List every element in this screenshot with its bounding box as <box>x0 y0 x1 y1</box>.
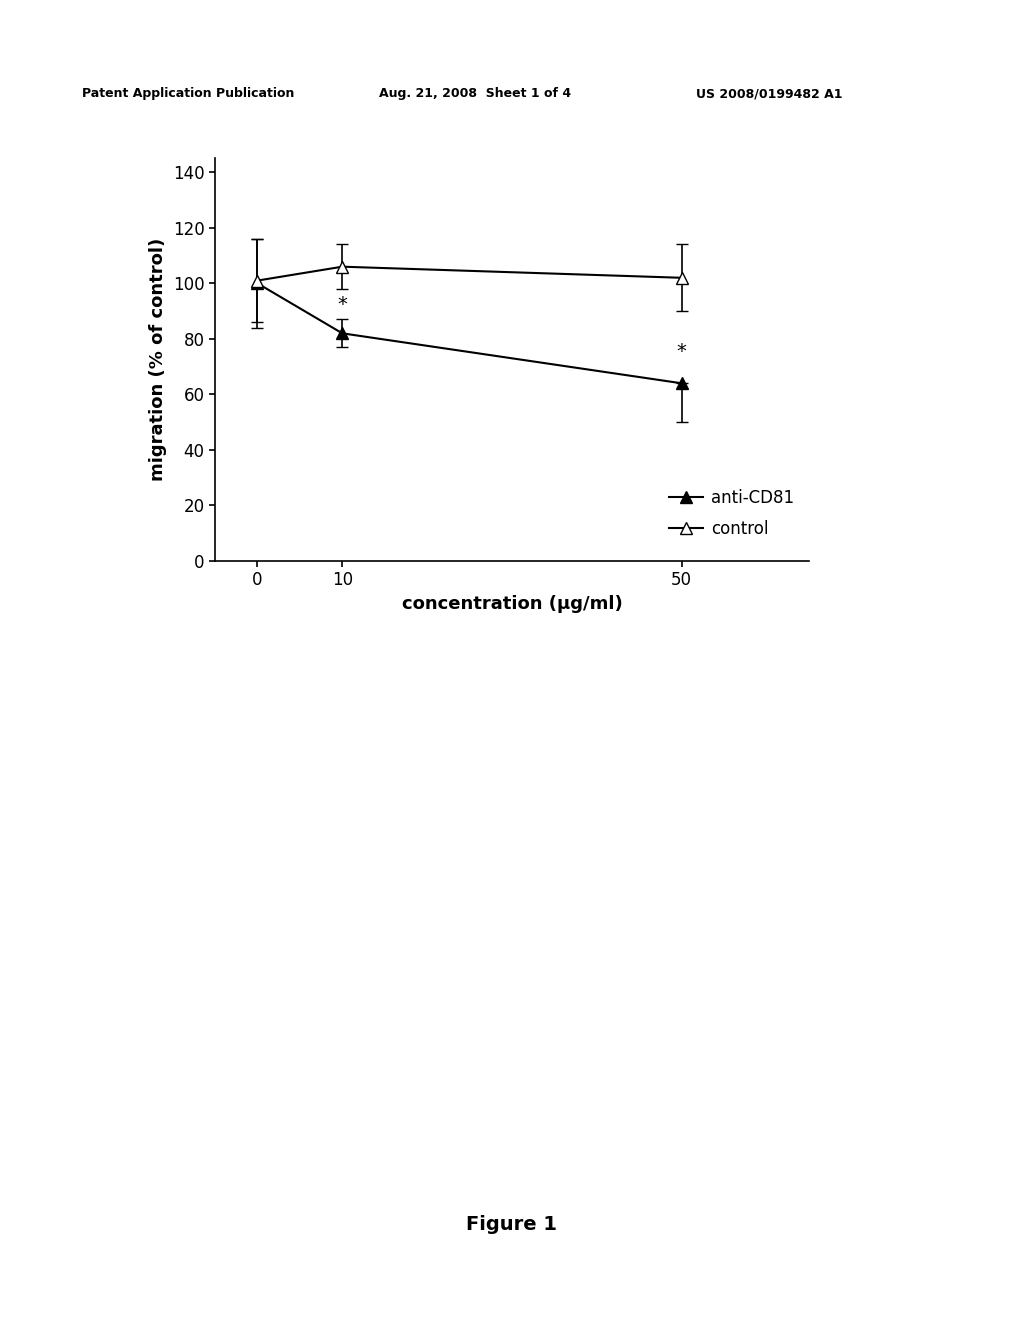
Text: Aug. 21, 2008  Sheet 1 of 4: Aug. 21, 2008 Sheet 1 of 4 <box>379 87 571 100</box>
Text: Patent Application Publication: Patent Application Publication <box>82 87 294 100</box>
Legend: anti-CD81, control: anti-CD81, control <box>663 482 801 545</box>
Text: US 2008/0199482 A1: US 2008/0199482 A1 <box>696 87 843 100</box>
Text: *: * <box>337 294 347 314</box>
Y-axis label: migration (% of control): migration (% of control) <box>150 238 167 482</box>
X-axis label: concentration (μg/ml): concentration (μg/ml) <box>401 595 623 612</box>
Text: Figure 1: Figure 1 <box>467 1216 557 1234</box>
Text: *: * <box>677 342 687 362</box>
